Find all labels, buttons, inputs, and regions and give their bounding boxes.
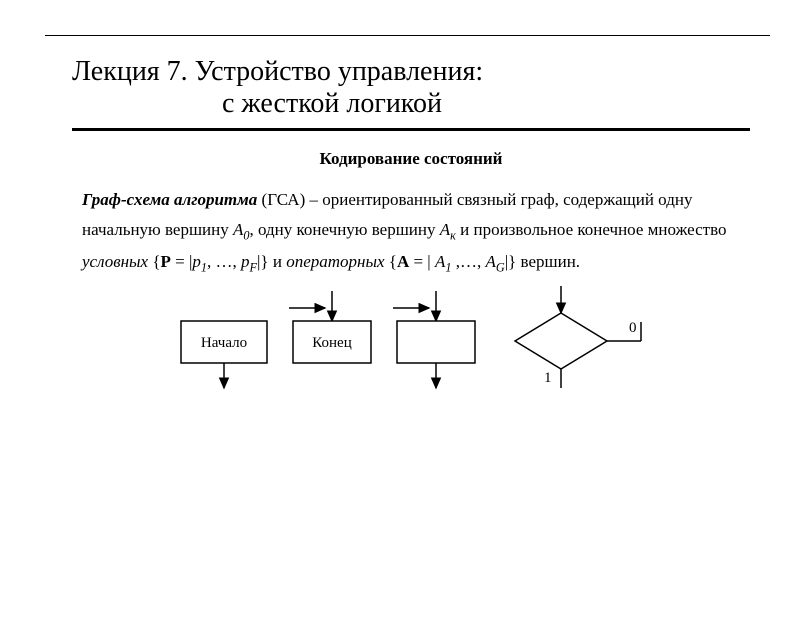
cond-word: условных <box>82 252 148 271</box>
svg-text:Начало: Начало <box>201 335 247 351</box>
title-block: Лекция 7. Устройство управления: с жестк… <box>72 56 750 131</box>
svg-text:Конец: Конец <box>312 335 351 351</box>
oper-close: |} вершин. <box>505 252 580 271</box>
oper-word: операторных <box>286 252 384 271</box>
oper-open: { <box>385 252 397 271</box>
diagram: Начало Конец 0 1 <box>72 286 750 401</box>
p1: p <box>192 252 201 271</box>
slide: Лекция 7. Устройство управления: с жестк… <box>72 56 750 401</box>
top-rule <box>45 35 770 36</box>
Ak: A <box>440 220 450 239</box>
oper-eq: = | <box>409 252 435 271</box>
A1: A <box>435 252 445 271</box>
flowchart-svg: Начало Конец 0 1 <box>161 286 661 396</box>
svg-text:0: 0 <box>629 320 637 336</box>
subheading: Кодирование состояний <box>72 149 750 169</box>
definition-paragraph: Граф-схема алгоритма (ГСА) – ориентирова… <box>82 185 740 278</box>
oper-dots: ,…, <box>451 252 485 271</box>
text-3: и произвольное конечное множество <box>456 220 727 239</box>
cond-eq: = | <box>171 252 193 271</box>
title-line-2: с жесткой логикой <box>72 88 750 120</box>
pF-sub: F <box>250 260 257 274</box>
term: Граф-схема алгоритма <box>82 190 257 209</box>
P-sym: P <box>161 252 171 271</box>
AG: A <box>485 252 495 271</box>
cond-open: { <box>148 252 160 271</box>
A0: A <box>233 220 243 239</box>
cond-close: |} и <box>257 252 286 271</box>
title-line-1: Лекция 7. Устройство управления: <box>72 56 750 88</box>
AG-sub: G <box>496 260 505 274</box>
pF: p <box>241 252 250 271</box>
svg-text:1: 1 <box>544 370 552 386</box>
A-sym: A <box>397 252 409 271</box>
text-2: , одну конечную вершину <box>250 220 440 239</box>
cond-dots: , …, <box>207 252 241 271</box>
